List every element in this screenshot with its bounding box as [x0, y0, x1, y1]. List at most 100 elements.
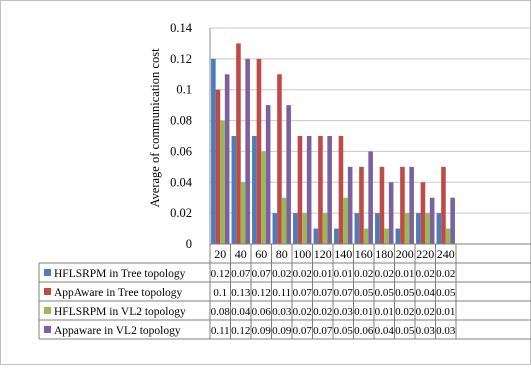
bar [441, 166, 446, 244]
data-label: 0.01 [313, 268, 332, 280]
bar [281, 197, 287, 244]
bar [425, 213, 430, 244]
data-label: 0.06 [252, 306, 272, 318]
data-label: 0.04 [231, 306, 251, 318]
bar [388, 182, 394, 244]
bar [334, 228, 339, 244]
data-label: 0.1 [213, 287, 227, 299]
x-tick-label: 220 [416, 247, 434, 261]
bars [211, 43, 455, 245]
bar [322, 213, 328, 244]
x-tick-label: 180 [375, 247, 393, 261]
bar [240, 182, 246, 244]
bar [327, 136, 332, 244]
data-label: 0.08 [211, 306, 231, 318]
x-tick-label: 200 [396, 247, 414, 261]
legend-swatch [44, 326, 51, 333]
data-label: 0.07 [313, 287, 333, 299]
data-label: 0.05 [375, 287, 395, 299]
data-label: 0.07 [293, 325, 313, 337]
y-tick-label: 0.1 [176, 83, 192, 97]
data-label: 0.11 [272, 287, 291, 299]
data-label: 0.02 [293, 268, 312, 280]
data-label: 0.07 [334, 287, 354, 299]
bar [343, 197, 348, 244]
bar [450, 197, 455, 244]
data-label: 0.01 [436, 306, 455, 318]
data-label: 0.02 [395, 306, 414, 318]
y-tick-label: 0.08 [170, 114, 192, 128]
bar [252, 136, 257, 244]
data-label: 0.01 [334, 268, 353, 280]
data-label: 0.11 [211, 325, 230, 337]
bar [359, 166, 364, 244]
bar [375, 213, 380, 244]
data-label: 0.04 [416, 287, 436, 299]
x-tick-label: 80 [276, 247, 288, 261]
x-tick-label: 140 [334, 247, 352, 261]
y-tick-label: 0.06 [170, 144, 192, 158]
bar [445, 228, 451, 244]
data-label: 0.12 [211, 268, 230, 280]
data-label: 0.02 [416, 268, 435, 280]
bar [395, 228, 401, 244]
bar [261, 151, 266, 244]
data-label: 0.05 [395, 287, 415, 299]
bar [338, 136, 344, 244]
legend-label: Appaware in VL2 topology [54, 325, 181, 337]
legend-swatch [44, 269, 51, 276]
data-label: 0.02 [416, 306, 435, 318]
data-label: 0.01 [375, 306, 394, 318]
bar [220, 120, 225, 244]
data-label: 0.12 [252, 287, 271, 299]
bar [231, 136, 237, 244]
y-tick-label: 0.14 [170, 21, 193, 35]
bar [420, 182, 426, 244]
bar [368, 151, 373, 244]
data-label: 0.09 [272, 325, 292, 337]
bar [416, 213, 421, 244]
bar [286, 105, 291, 245]
bar [379, 166, 385, 244]
data-label: 0.01 [395, 268, 414, 280]
bar [277, 74, 282, 245]
data-label: 0.01 [354, 306, 373, 318]
data-label: 0.02 [354, 268, 373, 280]
bar [236, 43, 241, 244]
data-label: 0.06 [354, 325, 374, 337]
bar [429, 197, 435, 244]
y-tick-label: 0.02 [170, 206, 192, 220]
bar [293, 213, 298, 244]
data-label: 0.12 [231, 325, 250, 337]
legend-label: HFLSRPM in Tree topology [54, 268, 186, 280]
x-tick-label: 40 [235, 247, 247, 261]
bar [245, 58, 250, 244]
bar [404, 213, 410, 244]
x-tick-label: 100 [293, 247, 311, 261]
legend-swatch [44, 288, 51, 295]
bar [306, 136, 312, 244]
data-label: 0.03 [416, 325, 436, 337]
bar [409, 166, 414, 244]
legend-label: HFLSRPM in VL2 topology [54, 306, 186, 318]
data-label: 0.04 [375, 325, 395, 337]
data-table: 20 40 60 80 100 120 140 160 180 200 220 240 HFLSRPM … [38, 243, 531, 340]
data-label: 0.02 [313, 306, 332, 318]
y-tick-label: 0.04 [170, 175, 193, 189]
bar [363, 228, 369, 244]
data-label: 0.07 [252, 268, 272, 280]
y-tick-label: 0.12 [170, 52, 192, 66]
bar [384, 228, 389, 244]
x-tick-label: 120 [314, 247, 332, 261]
legend-swatch [44, 307, 51, 314]
y-axis-label: Average of communication cost [148, 48, 162, 208]
x-tick-label: 20 [214, 247, 226, 261]
bar [318, 136, 323, 244]
bar [224, 74, 230, 245]
bar [215, 89, 221, 244]
data-label: 0.05 [354, 287, 374, 299]
data-label: 0.05 [436, 287, 456, 299]
y-tick-label: 0 [186, 237, 192, 251]
